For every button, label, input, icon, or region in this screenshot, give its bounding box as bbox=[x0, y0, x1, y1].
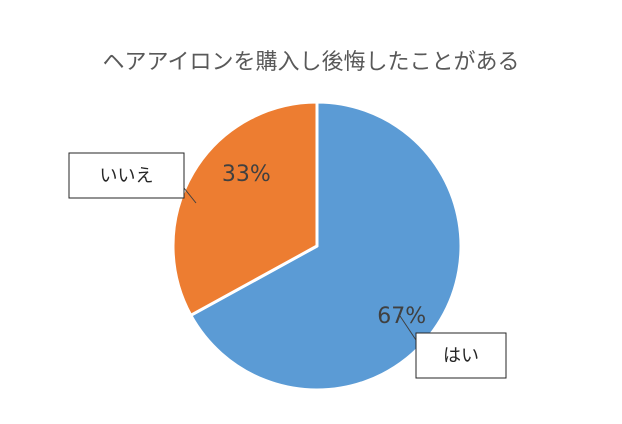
category-label-2: いいえ bbox=[100, 166, 154, 187]
pie-slice-2 bbox=[171, 100, 319, 317]
category-callout-box-2 bbox=[68, 152, 185, 199]
leader-line-1 bbox=[399, 315, 417, 341]
value-label-1: 67% bbox=[377, 304, 426, 329]
pie-slice-1 bbox=[189, 100, 463, 392]
category-callout-box-1 bbox=[415, 332, 507, 379]
value-label-2: 33% bbox=[222, 162, 271, 187]
chart-title: ヘアアイロンを購入し後悔したことがある bbox=[102, 50, 520, 75]
leader-line-2 bbox=[183, 187, 197, 204]
category-label-1: はい bbox=[443, 346, 479, 367]
